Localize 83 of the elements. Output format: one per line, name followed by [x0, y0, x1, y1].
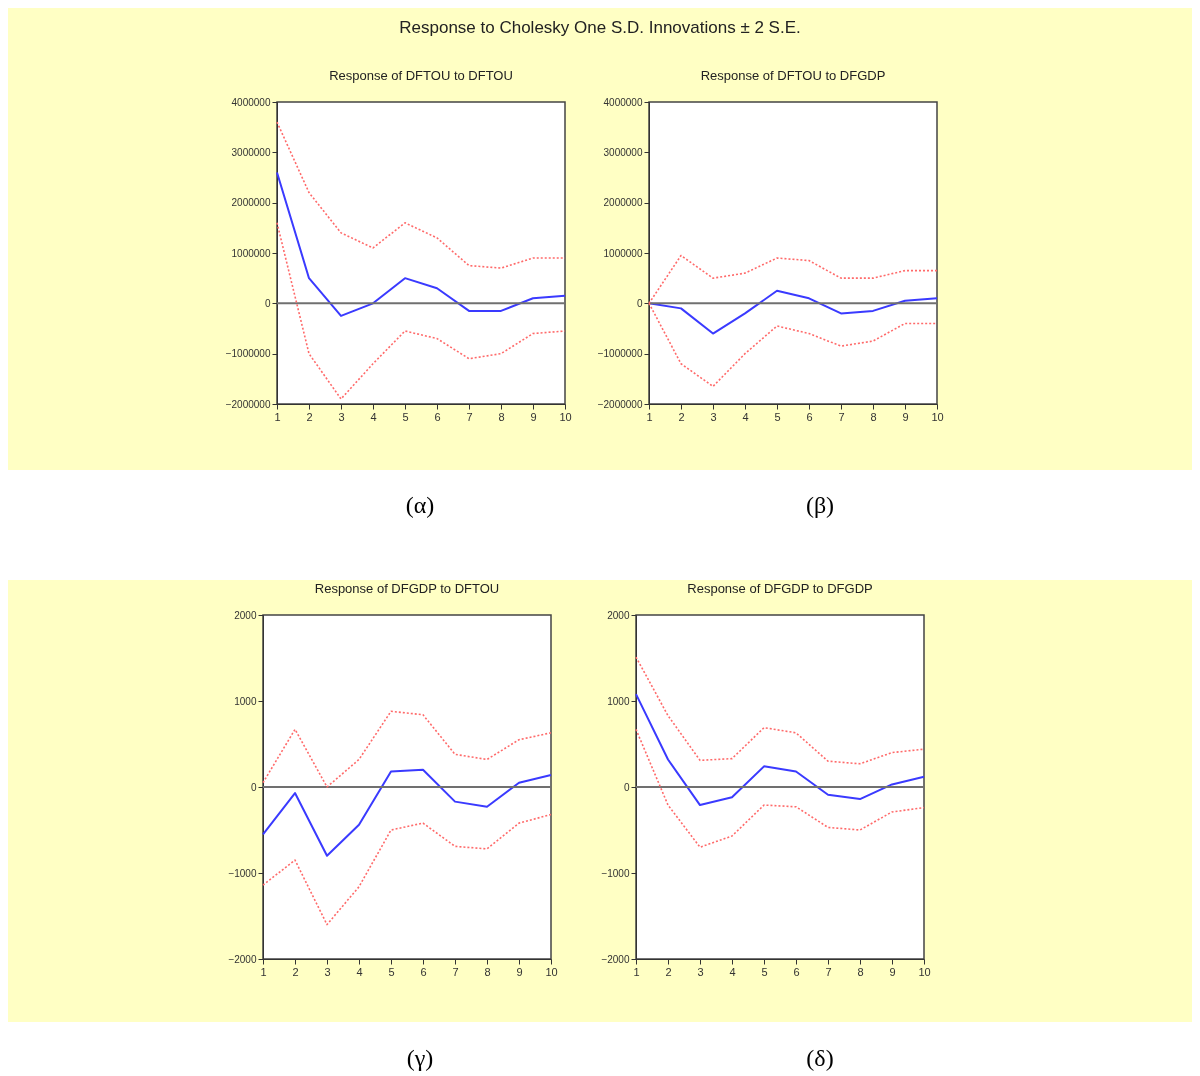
x-tick-label: 8	[498, 410, 505, 423]
x-tick-label: 3	[338, 410, 345, 423]
y-tick-label: −2000	[601, 953, 630, 965]
chart-title: Response of DFGDP to DFTOU	[314, 581, 500, 596]
y-tick-label: −1000	[601, 867, 630, 879]
line-series	[635, 656, 925, 765]
x-tick-label: 8	[857, 965, 864, 978]
x-tick-label: 6	[420, 965, 427, 978]
x-tick-label: 5	[388, 965, 395, 978]
y-tick-label: 2000000	[231, 197, 271, 209]
line-series	[262, 768, 552, 857]
text: (β)	[804, 492, 836, 519]
x-tick-label: 5	[402, 410, 409, 423]
x-tick-label: 4	[742, 410, 749, 423]
x-tick-label: 1	[274, 410, 281, 423]
chart-title: Response of DFTOU to DFGDP	[700, 68, 886, 83]
x-tick-label: 7	[466, 410, 473, 423]
x-tick-label: 10	[918, 965, 931, 978]
x-tick-label: 9	[516, 965, 523, 978]
text: Response to Cholesky One S.D. Innovations ± 2 S.E.	[398, 18, 802, 38]
y-tick-label: −1000000	[597, 348, 643, 360]
x-tick-label: 8	[484, 965, 491, 978]
text: (γ)	[405, 1045, 435, 1072]
line-series	[262, 710, 552, 788]
x-tick-label: 1	[260, 965, 267, 978]
y-tick-label: 2000	[234, 609, 257, 621]
y-tick-label: 4000000	[231, 96, 271, 108]
y-tick-label: −2000	[228, 953, 257, 965]
x-tick-label: 1	[646, 410, 653, 423]
chart-title: Response of DFGDP to DFGDP	[687, 581, 873, 596]
line-series	[276, 171, 566, 317]
y-tick-label: −1000	[228, 867, 257, 879]
line-series	[276, 121, 566, 269]
y-tick-label: 4000000	[603, 96, 643, 108]
x-tick-label: 7	[825, 965, 832, 978]
x-tick-label: 9	[902, 410, 909, 423]
x-tick-label: 3	[710, 410, 717, 423]
y-tick-label: 2000	[607, 609, 630, 621]
text: (α)	[404, 492, 436, 519]
x-tick-label: 3	[324, 965, 331, 978]
x-tick-label: 2	[678, 410, 685, 423]
x-tick-label: 3	[697, 965, 704, 978]
x-tick-label: 5	[774, 410, 781, 423]
x-tick-label: 10	[545, 965, 558, 978]
x-tick-label: 4	[729, 965, 736, 978]
y-tick-label: 3000000	[603, 146, 643, 158]
y-tick-label: 0	[623, 781, 630, 793]
x-tick-label: 8	[870, 410, 877, 423]
x-tick-label: 7	[838, 410, 845, 423]
x-tick-label: 4	[356, 965, 363, 978]
x-tick-label: 6	[806, 410, 813, 423]
x-tick-label: 1	[633, 965, 640, 978]
y-tick-label: 1000000	[231, 247, 271, 259]
x-tick-label: 6	[434, 410, 441, 423]
x-tick-label: 9	[889, 965, 896, 978]
y-tick-label: −2000000	[225, 398, 271, 410]
y-tick-label: 0	[250, 781, 257, 793]
y-tick-label: 3000000	[231, 146, 271, 158]
line-series	[262, 813, 552, 926]
x-tick-label: 2	[292, 965, 299, 978]
x-tick-label: 5	[761, 965, 768, 978]
x-tick-label: 7	[452, 965, 459, 978]
x-tick-label: 2	[306, 410, 313, 423]
line-series	[635, 693, 925, 807]
text: (δ)	[805, 1045, 835, 1072]
y-tick-label: 1000	[234, 695, 257, 707]
chart-title: Response of DFTOU to DFTOU	[329, 68, 513, 83]
y-tick-label: −2000000	[597, 398, 643, 410]
y-tick-label: 0	[636, 297, 643, 309]
x-tick-label: 10	[559, 410, 572, 423]
y-tick-label: 2000000	[603, 197, 643, 209]
line-series	[276, 222, 566, 400]
x-tick-label: 10	[931, 410, 944, 423]
x-tick-label: 9	[530, 410, 537, 423]
y-tick-label: 0	[264, 297, 271, 309]
y-tick-label: 1000000	[603, 247, 643, 259]
x-tick-label: 2	[665, 965, 672, 978]
y-tick-label: −1000000	[225, 348, 271, 360]
line-series	[635, 728, 925, 848]
x-tick-label: 6	[793, 965, 800, 978]
x-tick-label: 4	[370, 410, 377, 423]
y-tick-label: 1000	[607, 695, 630, 707]
line-series	[648, 289, 938, 335]
